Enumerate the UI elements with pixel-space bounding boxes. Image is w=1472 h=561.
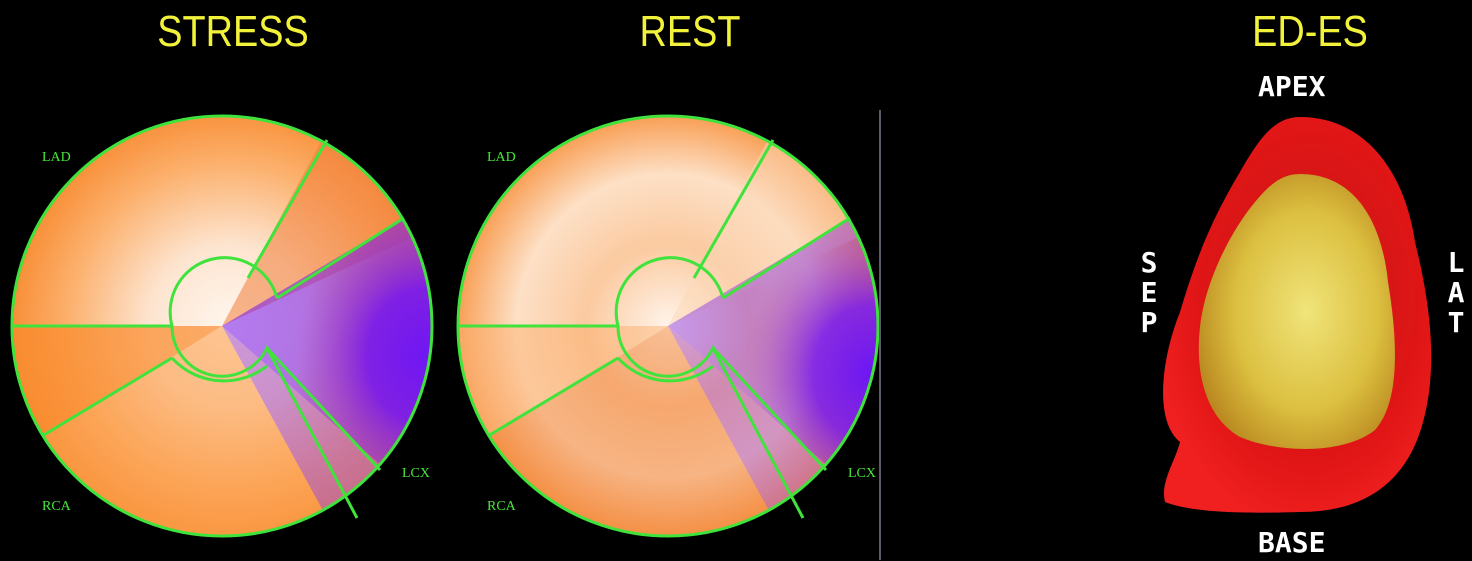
rest-lad-label: LAD [487,150,516,165]
stress-title: STRESS [157,7,309,56]
rest-title: REST [639,7,741,56]
rest-rca-label: RCA [487,499,516,514]
stress-polar-map [10,114,434,538]
apex-label: APEX [1258,70,1326,103]
stress-rca-label: RCA [42,499,71,514]
septal-label: SEP [1140,246,1158,339]
stress-lad-label: LAD [42,150,71,165]
ed-es-title: ED-ES [1252,7,1368,56]
ed-es-contour [1163,117,1432,513]
rest-polar-map [456,114,880,538]
base-label: BASE [1258,526,1326,559]
rest-lcx-label: LCX [848,466,876,481]
lateral-label: LAT [1447,246,1465,339]
panel-divider [879,110,881,560]
stress-lcx-label: LCX [402,466,430,481]
